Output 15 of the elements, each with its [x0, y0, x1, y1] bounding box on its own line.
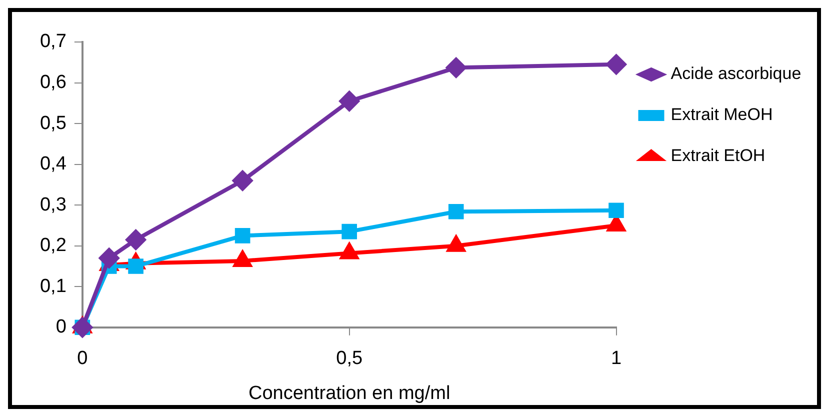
y-tick-label: 0,5 [40, 112, 66, 134]
x-tick-label: 1 [610, 348, 622, 370]
y-tick-label: 0,3 [40, 194, 66, 216]
y-tick-label: 0,1 [40, 276, 66, 297]
legend-label: Extrait EtOH [670, 146, 766, 166]
y-tick-label: 0,4 [40, 154, 67, 175]
legend-label: Extrait MeOH [670, 105, 773, 124]
x-axis-title: Concentration en mg/ml [248, 382, 450, 404]
y-tick-label: 0,2 [40, 235, 66, 256]
x-tick-label: 0 [77, 348, 88, 370]
x-tick-label: 0,5 [336, 348, 363, 370]
y-tick-label: 0,7 [40, 31, 66, 52]
legend-label: Acide ascorbique [670, 64, 802, 84]
y-tick-label: 0 [56, 316, 66, 338]
y-tick-label: 0,6 [40, 72, 66, 94]
